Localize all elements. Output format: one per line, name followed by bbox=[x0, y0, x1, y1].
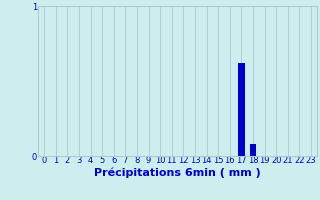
X-axis label: Précipitations 6min ( mm ): Précipitations 6min ( mm ) bbox=[94, 168, 261, 178]
Bar bbox=[238, 63, 245, 156]
Bar bbox=[250, 144, 257, 156]
